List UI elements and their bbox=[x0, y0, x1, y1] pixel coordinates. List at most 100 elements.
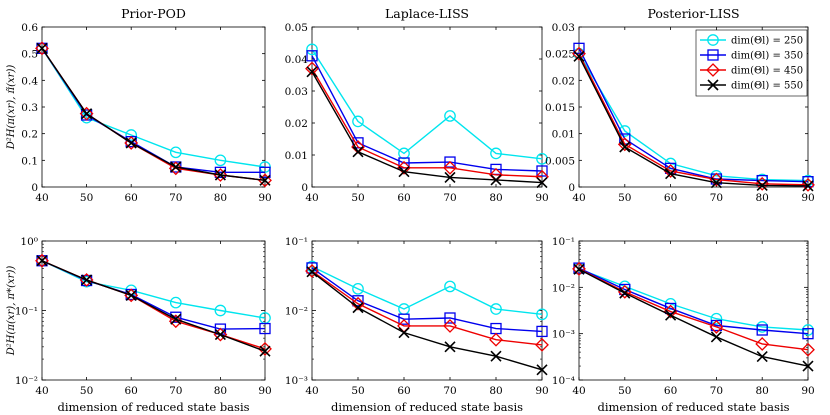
x-tick-label: 80 bbox=[756, 192, 769, 204]
data-point bbox=[573, 263, 585, 275]
plot-frame bbox=[578, 240, 809, 381]
y-tick-label: 10⁻¹ bbox=[15, 306, 38, 318]
data-point bbox=[756, 179, 768, 191]
data-point bbox=[664, 302, 677, 315]
data-point bbox=[709, 319, 724, 334]
x-axis-label: dimension of reduced state basis bbox=[597, 400, 789, 414]
legend-label: dim(Θl) = 450 bbox=[731, 66, 803, 77]
panel-top-laplace: Laplace-LISS 40 50 60 70 80 90 0 0.01 0.02 0.03 0.0… bbox=[285, 6, 549, 204]
x-tick-label: 80 bbox=[489, 385, 502, 397]
series-line bbox=[311, 55, 543, 172]
series-line bbox=[41, 260, 266, 350]
data-point bbox=[258, 173, 272, 188]
y-tick-label: 0.05 bbox=[285, 22, 308, 34]
series-0 bbox=[306, 43, 548, 165]
data-point bbox=[306, 66, 318, 78]
x-tick-label: 50 bbox=[618, 385, 631, 397]
data-point bbox=[35, 253, 49, 268]
series-1 bbox=[36, 42, 271, 178]
data-point bbox=[125, 289, 137, 301]
data-point bbox=[259, 166, 271, 178]
series-0 bbox=[573, 263, 814, 336]
data-point bbox=[170, 161, 182, 173]
series-line bbox=[311, 267, 543, 333]
y-tick-label: 0.02 bbox=[552, 75, 575, 87]
data-point bbox=[755, 337, 770, 351]
data-point bbox=[79, 106, 94, 121]
x-tick-label: 50 bbox=[80, 385, 93, 397]
series-1 bbox=[306, 50, 548, 177]
data-point bbox=[214, 166, 227, 178]
legend-label: dim(Θl) = 550 bbox=[731, 81, 803, 92]
legend-marker bbox=[707, 79, 719, 91]
data-point bbox=[352, 115, 364, 128]
y-tick-label: 0.03 bbox=[285, 86, 308, 98]
data-point bbox=[168, 161, 183, 176]
series-1 bbox=[36, 255, 271, 335]
x-tick-label: 70 bbox=[169, 192, 182, 204]
data-point bbox=[619, 141, 631, 153]
panel-title: Prior-POD bbox=[121, 6, 186, 21]
x-tick-label: 40 bbox=[305, 385, 318, 397]
data-point bbox=[444, 171, 456, 183]
data-point bbox=[444, 280, 456, 293]
x-tick-label: 70 bbox=[710, 385, 723, 397]
legend-item: dim(Θl) = 350 bbox=[700, 49, 803, 62]
data-point bbox=[536, 308, 548, 321]
y-tick-label: 0.015 bbox=[545, 102, 575, 114]
legend-marker bbox=[707, 49, 719, 61]
data-point bbox=[259, 345, 271, 357]
data-point bbox=[536, 325, 548, 338]
x-axis-label: dimension of reduced state basis bbox=[57, 400, 249, 414]
series-3 bbox=[306, 266, 548, 376]
series-line bbox=[578, 53, 809, 182]
data-point bbox=[443, 318, 457, 333]
x-tick-label: 90 bbox=[801, 192, 814, 204]
data-point bbox=[802, 180, 814, 192]
x-tick-label: 70 bbox=[443, 385, 456, 397]
series-line bbox=[578, 56, 809, 187]
data-point bbox=[81, 274, 93, 286]
data-point bbox=[213, 168, 228, 182]
data-point bbox=[214, 304, 227, 317]
data-point bbox=[443, 160, 457, 175]
series-0 bbox=[36, 42, 271, 173]
data-point bbox=[536, 176, 548, 189]
data-point bbox=[619, 287, 631, 299]
data-point bbox=[214, 154, 227, 167]
series-line bbox=[311, 271, 543, 371]
series-line bbox=[41, 47, 266, 168]
data-point bbox=[490, 174, 502, 186]
x-tick-label: 90 bbox=[258, 385, 271, 397]
series-3 bbox=[573, 50, 814, 192]
y-axis-label-bottom: D²H(π(xr), π*(xr)) bbox=[6, 266, 17, 357]
data-point bbox=[168, 314, 183, 329]
y-tick-label: 10⁻¹ bbox=[552, 236, 575, 248]
data-point bbox=[352, 282, 364, 295]
y-tick-label: 10⁰ bbox=[20, 236, 38, 248]
data-point bbox=[125, 129, 138, 141]
legend-marker bbox=[707, 34, 719, 46]
data-point bbox=[398, 313, 410, 325]
data-point bbox=[444, 312, 456, 324]
x-tick-label: 80 bbox=[214, 192, 227, 204]
data-point bbox=[663, 304, 678, 319]
legend-item: dim(Θl) = 250 bbox=[700, 34, 803, 47]
panel-bottom-posterior: 40 50 60 70 80 90 10⁻⁴ 10⁻³ 10⁻² 10⁻¹ dimension of… bbox=[552, 236, 815, 414]
series-line bbox=[578, 53, 809, 186]
y-tick-label: 0.4 bbox=[21, 75, 38, 87]
x-tick-label: 90 bbox=[535, 192, 548, 204]
y-tick-label: 0 bbox=[301, 182, 308, 194]
series-line bbox=[311, 68, 543, 178]
legend-item: dim(Θl) = 450 bbox=[700, 63, 803, 77]
legend-label: dim(Θl) = 350 bbox=[731, 51, 803, 62]
x-axis-label: dimension of reduced state basis bbox=[331, 400, 523, 414]
y-tick-label: 0.005 bbox=[545, 155, 575, 167]
y-tick-label: 10⁻² bbox=[552, 282, 575, 294]
series-3 bbox=[573, 263, 814, 372]
x-tick-label: 40 bbox=[572, 192, 585, 204]
data-point bbox=[802, 328, 814, 340]
data-point bbox=[125, 137, 137, 149]
x-tick-label: 70 bbox=[710, 192, 723, 204]
x-tick-label: 80 bbox=[489, 192, 502, 204]
